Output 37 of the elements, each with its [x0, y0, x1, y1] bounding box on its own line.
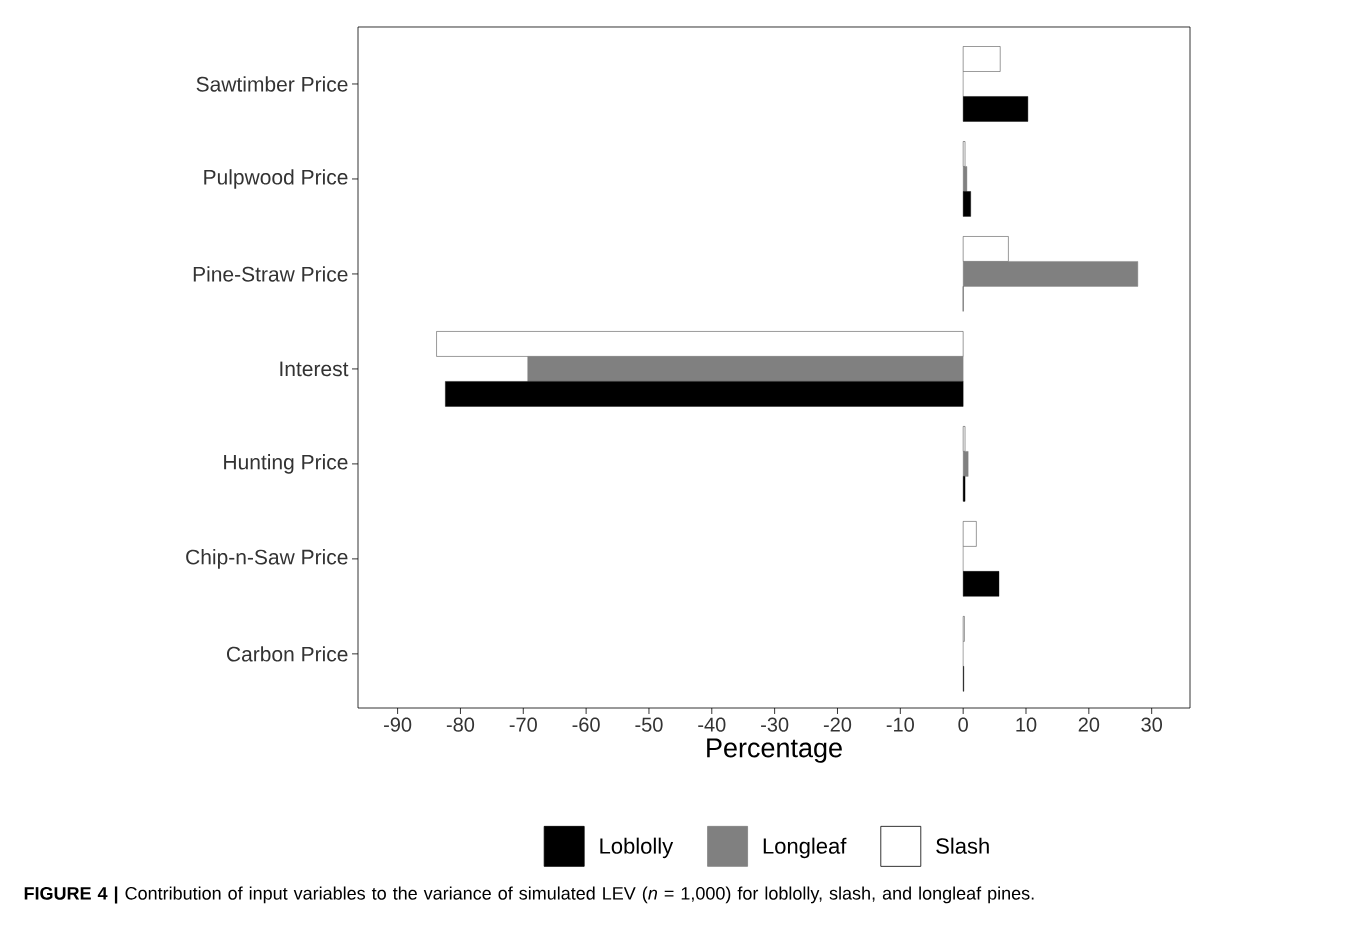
bar	[527, 356, 964, 382]
x-tick-label: -80	[446, 717, 475, 732]
y-tick-label: Sawtimber Price	[196, 76, 348, 92]
x-axis-title: Percentage	[707, 738, 842, 763]
bar	[445, 381, 964, 407]
bar	[962, 236, 1009, 262]
bar	[962, 191, 971, 217]
x-tick-label: -90	[384, 717, 412, 732]
bar	[962, 46, 1001, 72]
x-tick-label: -50	[635, 717, 663, 732]
bar	[962, 521, 977, 547]
y-tick-label: Chip-n-Saw Price	[186, 549, 348, 569]
bar	[962, 96, 1029, 122]
legend-label: Loblolly	[600, 837, 674, 859]
x-tick-label: -30	[761, 717, 789, 732]
x-tick-label: -10	[886, 717, 914, 732]
y-tick-label: Pulpwood Price	[204, 169, 348, 189]
bar	[962, 166, 968, 192]
legend-label: Longleaf	[763, 837, 847, 859]
y-tick-label: Hunting Price	[224, 454, 348, 474]
x-tick-label: 0	[958, 717, 968, 732]
x-tick-label: -60	[572, 717, 600, 732]
x-tick-label: 20	[1078, 717, 1100, 732]
bar	[962, 451, 969, 477]
y-tick-label: Interest	[280, 361, 349, 377]
x-tick-label: 30	[1141, 717, 1163, 732]
y-tick-label: Carbon Price	[226, 646, 348, 662]
bar	[962, 261, 1139, 287]
x-tick-label: -70	[509, 717, 537, 732]
y-tick-label: Pine-Straw Price	[193, 266, 348, 282]
x-tick-label: -20	[823, 717, 852, 732]
bar	[436, 331, 964, 357]
x-tick-label: 10	[1016, 717, 1037, 732]
legend-label: Slash	[936, 837, 989, 854]
bar	[962, 571, 1000, 597]
text: FIGURE 4 | Contribution of input variables to the variance of simulated LEV (n = 1,000) for loblolly, slash, and longleaf pines.	[24, 886, 1034, 904]
x-tick-label: -40	[698, 717, 726, 732]
